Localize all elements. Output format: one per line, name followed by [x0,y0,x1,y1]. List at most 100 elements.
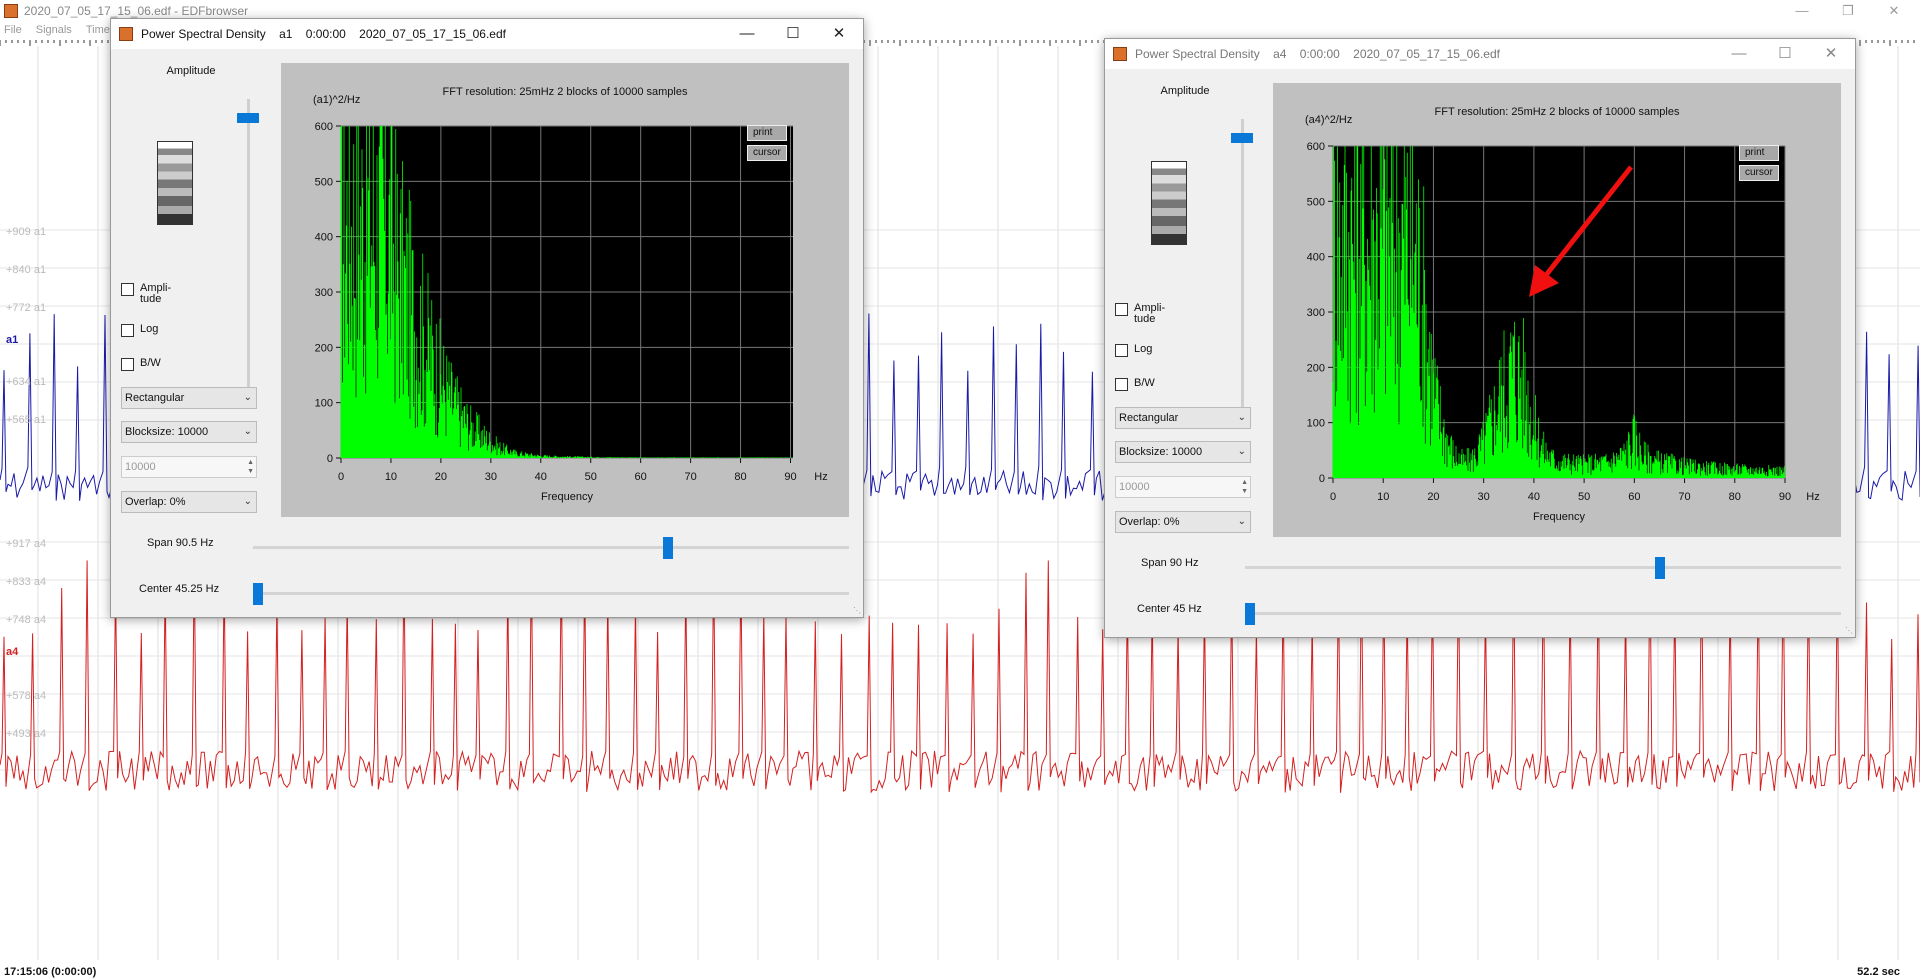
span-label: Span 90.5 Hz [147,537,214,549]
psd-plot-area[interactable]: FFT resolution: 25mHz 2 blocks of 10000 … [1273,83,1841,537]
bw-checkbox[interactable]: B/W [1115,378,1155,391]
close-icon[interactable]: ✕ [832,25,846,42]
psd-app-icon [119,27,133,41]
span-slider-track[interactable] [253,546,849,549]
x-axis-label: Frequency [541,491,593,503]
checkbox-box[interactable] [121,324,134,337]
y-tick-label: 0 [327,453,333,465]
amplitude-slider-thumb[interactable] [237,113,259,124]
checkbox-box[interactable] [1115,344,1128,357]
psd-plot-area[interactable]: FFT resolution: 25mHz 2 blocks of 10000 … [281,63,849,517]
span-slider-thumb[interactable] [663,537,674,559]
psd-app-icon [1113,47,1127,61]
checkbox-box[interactable] [121,283,134,296]
overlap-value: Overlap: 0% [125,496,186,508]
psd-window-a1[interactable]: Power Spectral Density a1 0:00:00 2020_0… [110,18,864,618]
maximize-icon[interactable]: ☐ [1778,45,1792,62]
overlap-select[interactable]: Overlap: 0% ⌄ [121,491,257,513]
main-close-icon[interactable]: ✕ [1888,3,1900,18]
y-axis-label: (a1)^2/Hz [313,94,360,106]
resize-grip-icon[interactable]: ⋱ [1845,626,1853,635]
main-restore-icon[interactable]: ❐ [1842,3,1854,18]
minimize-icon[interactable]: — [739,25,755,42]
x-tick-label: 60 [1628,491,1640,503]
x-tick-label: 20 [435,471,447,483]
maximize-icon[interactable]: ☐ [786,25,800,42]
psd-window-a4[interactable]: Power Spectral Density a4 0:00:00 2020_0… [1104,38,1856,638]
annotation-arrow-icon [1529,165,1633,297]
plot-header: FFT resolution: 25mHz 2 blocks of 10000 … [443,86,688,98]
spin-arrows-icon: ▲ ▼ [247,459,254,475]
center-slider-track[interactable] [253,592,849,595]
span-slider-thumb[interactable] [1655,557,1666,579]
checkbox-box[interactable] [1115,303,1128,316]
signal-scale-label: +748 a4 [6,614,47,626]
overlap-select[interactable]: Overlap: 0% ⌄ [1115,511,1251,533]
y-tick-label: 0 [1319,473,1325,485]
signal-name-a1[interactable]: a1 [6,334,19,346]
center-slider-thumb[interactable] [253,583,263,605]
x-tick-label: 90 [784,471,796,483]
amplitude-slider-thumb[interactable] [1231,133,1253,144]
y-tick-label: 500 [315,176,333,188]
y-tick-label: 100 [1307,418,1325,430]
main-minimize-icon[interactable]: — [1795,3,1809,18]
y-tick-label: 400 [315,232,333,244]
span-slider-track[interactable] [1245,566,1841,569]
x-axis-unit: Hz [814,471,827,483]
window-function-select[interactable]: Rectangular ⌄ [121,387,257,409]
amplitude-checkbox[interactable]: Ampli- tude [1115,303,1165,325]
menu-file[interactable]: File [4,24,22,36]
color-scale-bar [1151,161,1187,245]
x-tick-label: 20 [1427,491,1439,503]
cursor-button[interactable]: cursor [1739,165,1779,181]
psd-titlebar[interactable]: Power Spectral Density a1 0:00:00 2020_0… [111,19,863,49]
psd-chart[interactable]: FFT resolution: 25mHz 2 blocks of 10000 … [1273,83,1841,537]
print-button[interactable]: print [1739,145,1779,161]
y-axis-label: (a4)^2/Hz [1305,114,1352,126]
amplitude-checkbox[interactable]: Ampli- tude [121,283,171,305]
resize-grip-icon[interactable]: ⋱ [853,606,861,615]
amplitude-label: Amplitude [1160,85,1210,97]
blocksize-select[interactable]: Blocksize: 10000 ⌄ [121,421,257,443]
y-tick-label: 600 [315,121,333,133]
blocksize-value: Blocksize: 10000 [1119,446,1203,458]
window-function-select[interactable]: Rectangular ⌄ [1115,407,1251,429]
psd-series-trace [340,126,793,458]
center-slider-track[interactable] [1245,612,1841,615]
main-window-title: 2020_07_05_17_15_06.edf - EDFbrowser [24,4,249,18]
blocksize-spinbox: 10000 ▲ ▼ [1115,476,1251,498]
blocksize-select[interactable]: Blocksize: 10000 ⌄ [1115,441,1251,463]
amplitude-slider-track[interactable] [247,99,250,395]
window-function-value: Rectangular [1119,412,1179,424]
menu-time[interactable]: Time [85,24,110,36]
signal-name-a4[interactable]: a4 [6,646,19,658]
x-tick-label: 70 [684,471,696,483]
psd-chart[interactable]: FFT resolution: 25mHz 2 blocks of 10000 … [281,63,849,517]
print-button[interactable]: print [747,125,787,141]
main-menubar: File Signals Time [0,24,120,42]
signal-scale-label: +840 a1 [6,264,47,276]
cursor-button[interactable]: cursor [747,145,787,161]
chevron-down-icon: ⌄ [1237,516,1246,527]
bw-checkbox[interactable]: B/W [121,358,161,371]
amplitude-slider-track[interactable] [1241,119,1244,415]
plot-header: FFT resolution: 25mHz 2 blocks of 10000 … [1435,106,1680,118]
close-icon[interactable]: ✕ [1824,45,1838,62]
x-tick-label: 50 [1578,491,1590,503]
log-checkbox[interactable]: Log [1115,344,1152,357]
menu-signals[interactable]: Signals [35,24,72,36]
center-slider-thumb[interactable] [1245,603,1255,625]
y-tick-label: 200 [1307,362,1325,374]
spin-arrows-icon: ▲ ▼ [1241,479,1248,495]
log-checkbox[interactable]: Log [121,324,158,337]
checkbox-box[interactable] [1115,378,1128,391]
signal-scale-label: +772 a1 [6,302,47,314]
x-tick-label: 10 [385,471,397,483]
psd-titlebar[interactable]: Power Spectral Density a4 0:00:00 2020_0… [1105,39,1855,69]
x-axis-label: Frequency [1533,511,1585,523]
checkbox-box[interactable] [121,358,134,371]
y-tick-label: 600 [1307,141,1325,153]
x-tick-label: 60 [635,471,647,483]
minimize-icon[interactable]: — [1731,45,1747,62]
